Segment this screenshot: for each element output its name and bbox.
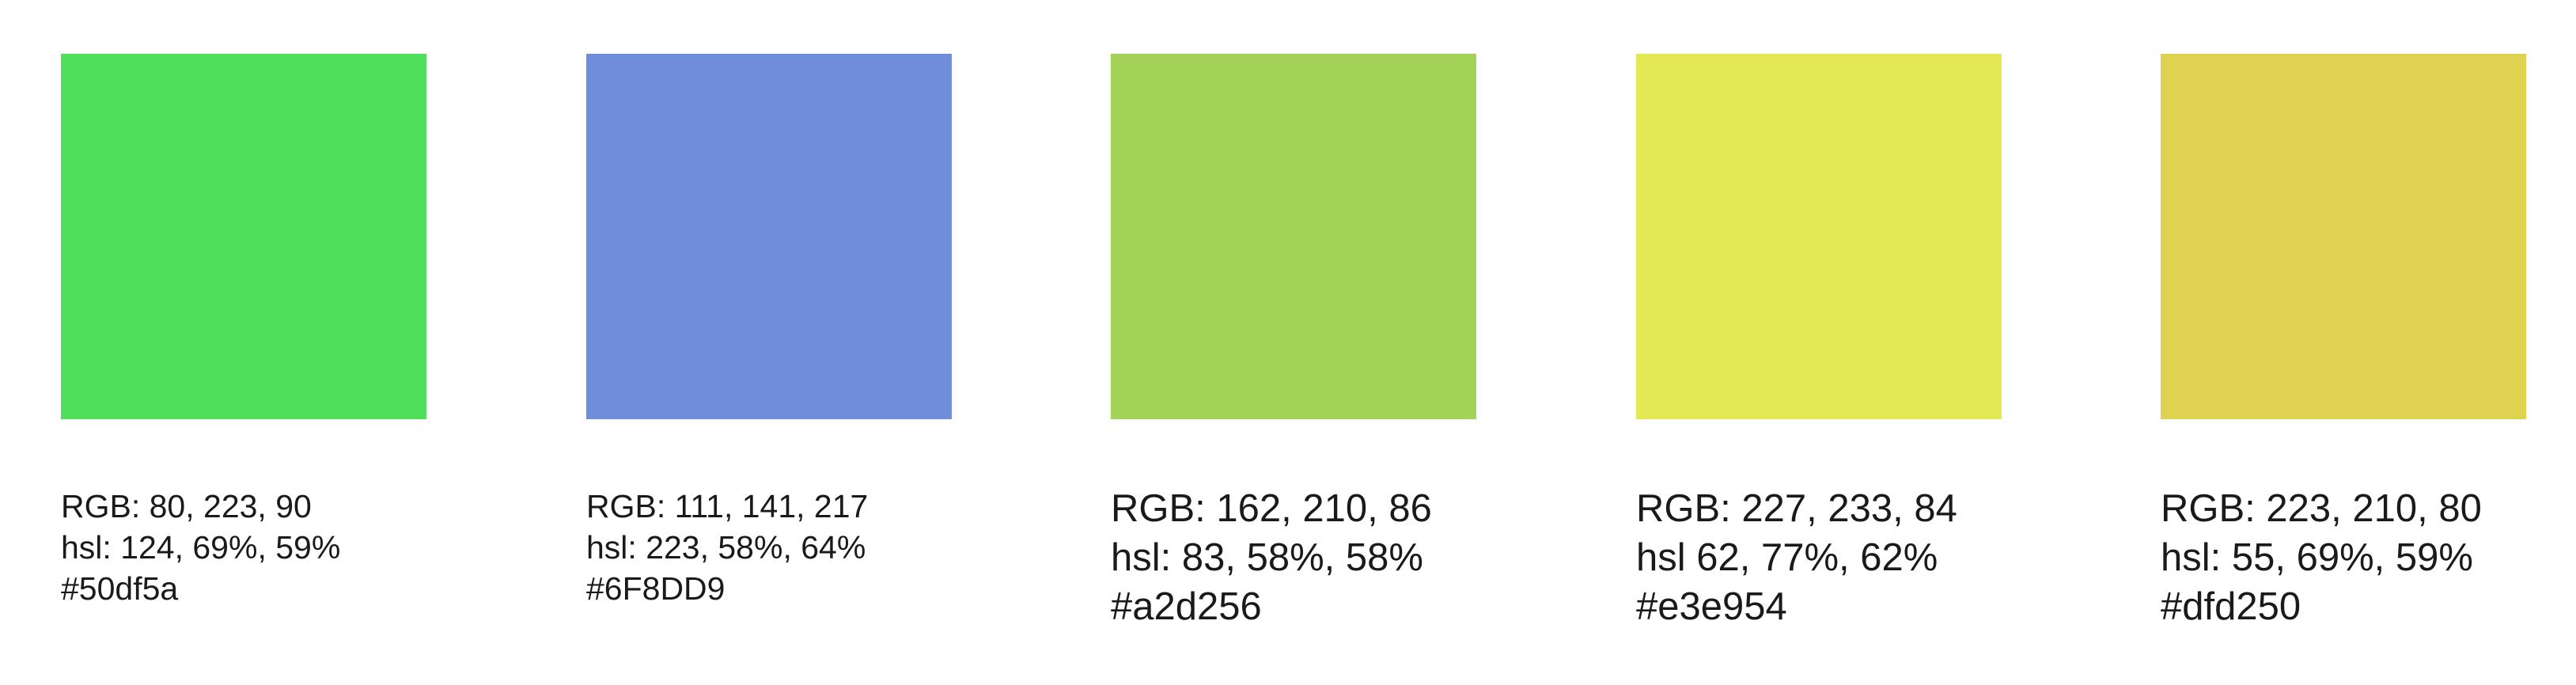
swatch-info-5: RGB: 223, 210, 80 hsl: 55, 69%, 59% #dfd… bbox=[2161, 484, 2482, 631]
hsl-value: hsl: 223, 58%, 64% bbox=[586, 529, 866, 566]
swatch-card-1: RGB: 80, 223, 90 hsl: 124, 69%, 59% #50d… bbox=[61, 54, 426, 607]
hsl-value: hsl: 55, 69%, 59% bbox=[2161, 536, 2473, 579]
color-swatch-4 bbox=[1636, 54, 2002, 419]
hsl-value: hsl: 83, 58%, 58% bbox=[1111, 536, 1423, 579]
rgb-value: RGB: 111, 141, 217 bbox=[586, 488, 869, 524]
color-swatch-3 bbox=[1111, 54, 1476, 419]
hex-value: #50df5a bbox=[61, 570, 179, 607]
rgb-value: RGB: 227, 233, 84 bbox=[1636, 487, 1957, 530]
rgb-value: RGB: 80, 223, 90 bbox=[61, 488, 312, 524]
color-swatch-5 bbox=[2161, 54, 2526, 419]
swatch-info-4: RGB: 227, 233, 84 hsl 62, 77%, 62% #e3e9… bbox=[1636, 484, 1957, 631]
hsl-value: hsl: 124, 69%, 59% bbox=[61, 529, 341, 566]
rgb-value: RGB: 223, 210, 80 bbox=[2161, 487, 2482, 530]
hsl-value: hsl 62, 77%, 62% bbox=[1636, 536, 1938, 579]
swatch-card-5: RGB: 223, 210, 80 hsl: 55, 69%, 59% #dfd… bbox=[2161, 54, 2526, 628]
hex-value: #a2d256 bbox=[1111, 585, 1262, 628]
rgb-value: RGB: 162, 210, 86 bbox=[1111, 487, 1432, 530]
color-swatch-2 bbox=[586, 54, 952, 419]
hex-value: #6F8DD9 bbox=[586, 570, 725, 607]
swatch-info-2: RGB: 111, 141, 217 hsl: 223, 58%, 64% #6… bbox=[586, 486, 868, 609]
swatch-info-3: RGB: 162, 210, 86 hsl: 83, 58%, 58% #a2d… bbox=[1111, 484, 1432, 631]
color-swatch-1 bbox=[61, 54, 426, 419]
swatch-card-2: RGB: 111, 141, 217 hsl: 223, 58%, 64% #6… bbox=[586, 54, 952, 607]
hex-value: #e3e954 bbox=[1636, 585, 1787, 628]
swatch-card-4: RGB: 227, 233, 84 hsl 62, 77%, 62% #e3e9… bbox=[1636, 54, 2002, 628]
swatch-card-3: RGB: 162, 210, 86 hsl: 83, 58%, 58% #a2d… bbox=[1111, 54, 1476, 628]
hex-value: #dfd250 bbox=[2161, 585, 2301, 628]
swatch-info-1: RGB: 80, 223, 90 hsl: 124, 69%, 59% #50d… bbox=[61, 486, 340, 609]
